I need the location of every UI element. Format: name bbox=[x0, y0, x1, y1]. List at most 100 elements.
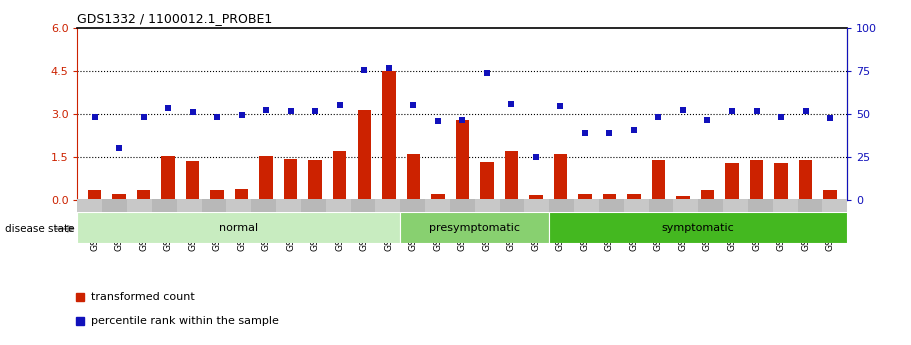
Bar bbox=[87, 190, 101, 200]
Bar bbox=[400, 199, 425, 212]
Bar bbox=[137, 190, 150, 200]
Bar bbox=[676, 196, 690, 200]
Bar bbox=[375, 199, 400, 212]
Bar bbox=[301, 199, 326, 212]
Point bbox=[725, 108, 740, 114]
Point bbox=[798, 108, 813, 114]
Bar bbox=[201, 199, 227, 212]
Bar bbox=[456, 120, 469, 200]
Bar bbox=[210, 190, 224, 200]
Bar bbox=[333, 151, 346, 200]
Bar bbox=[773, 199, 797, 212]
Bar bbox=[186, 161, 200, 200]
Bar bbox=[400, 212, 549, 243]
Bar bbox=[723, 199, 748, 212]
Bar bbox=[357, 110, 371, 200]
Bar bbox=[227, 199, 251, 212]
Bar bbox=[799, 160, 813, 200]
Bar bbox=[112, 194, 126, 200]
Bar bbox=[624, 199, 649, 212]
Bar bbox=[77, 199, 102, 212]
Bar bbox=[161, 156, 175, 200]
Bar bbox=[673, 199, 698, 212]
Bar bbox=[77, 212, 400, 243]
Text: presymptomatic: presymptomatic bbox=[429, 223, 520, 233]
Bar bbox=[701, 190, 714, 200]
Point bbox=[823, 115, 837, 121]
Bar bbox=[824, 190, 837, 200]
Bar bbox=[549, 212, 847, 243]
Bar bbox=[152, 199, 177, 212]
Bar bbox=[406, 154, 420, 200]
Point bbox=[528, 154, 543, 160]
Point bbox=[137, 114, 151, 119]
Bar bbox=[475, 199, 499, 212]
Point bbox=[406, 102, 421, 108]
Point bbox=[627, 127, 641, 132]
Bar bbox=[599, 199, 624, 212]
Bar bbox=[698, 199, 723, 212]
Bar bbox=[651, 160, 665, 200]
Bar bbox=[505, 151, 518, 200]
Point bbox=[553, 103, 568, 109]
Text: transformed count: transformed count bbox=[91, 292, 195, 302]
Bar bbox=[309, 160, 322, 200]
Point bbox=[112, 145, 127, 150]
Point bbox=[701, 117, 715, 122]
Bar bbox=[276, 199, 301, 212]
Point bbox=[602, 130, 617, 135]
Bar bbox=[748, 199, 773, 212]
Bar bbox=[480, 162, 494, 200]
Bar bbox=[382, 71, 395, 200]
Bar bbox=[627, 194, 640, 200]
Point bbox=[357, 67, 372, 73]
Point bbox=[161, 105, 176, 110]
Bar bbox=[102, 199, 128, 212]
Bar bbox=[177, 199, 201, 212]
Point bbox=[773, 114, 788, 119]
Bar bbox=[251, 199, 276, 212]
Bar bbox=[797, 199, 823, 212]
Bar bbox=[649, 199, 673, 212]
Point bbox=[308, 108, 322, 114]
Bar bbox=[235, 189, 249, 200]
Bar bbox=[260, 156, 273, 200]
Bar bbox=[603, 194, 616, 200]
Point bbox=[87, 114, 102, 119]
Text: normal: normal bbox=[220, 223, 259, 233]
Point bbox=[676, 108, 691, 113]
Bar bbox=[425, 199, 450, 212]
Bar bbox=[499, 199, 525, 212]
Bar bbox=[823, 199, 847, 212]
Point bbox=[431, 118, 445, 124]
Bar bbox=[750, 160, 763, 200]
Point bbox=[382, 65, 396, 71]
Point bbox=[283, 108, 298, 114]
Point bbox=[455, 117, 470, 122]
Bar bbox=[525, 199, 549, 212]
Point bbox=[333, 102, 347, 107]
Point bbox=[210, 115, 224, 120]
Bar bbox=[578, 194, 591, 200]
Text: disease state: disease state bbox=[5, 225, 74, 234]
Point bbox=[479, 70, 494, 76]
Text: percentile rank within the sample: percentile rank within the sample bbox=[91, 316, 279, 326]
Point bbox=[504, 101, 518, 107]
Point bbox=[234, 112, 249, 118]
Bar bbox=[326, 199, 351, 212]
Bar bbox=[725, 163, 739, 200]
Text: GDS1332 / 1100012.1_PROBE1: GDS1332 / 1100012.1_PROBE1 bbox=[77, 12, 272, 25]
Bar bbox=[549, 199, 574, 212]
Point bbox=[185, 109, 200, 114]
Bar bbox=[351, 199, 375, 212]
Bar bbox=[450, 199, 475, 212]
Text: symptomatic: symptomatic bbox=[662, 223, 734, 233]
Bar bbox=[574, 199, 599, 212]
Bar bbox=[554, 154, 568, 200]
Point bbox=[651, 114, 666, 119]
Point bbox=[259, 107, 273, 112]
Bar bbox=[774, 163, 788, 200]
Bar bbox=[284, 159, 298, 200]
Bar bbox=[128, 199, 152, 212]
Point bbox=[578, 130, 592, 135]
